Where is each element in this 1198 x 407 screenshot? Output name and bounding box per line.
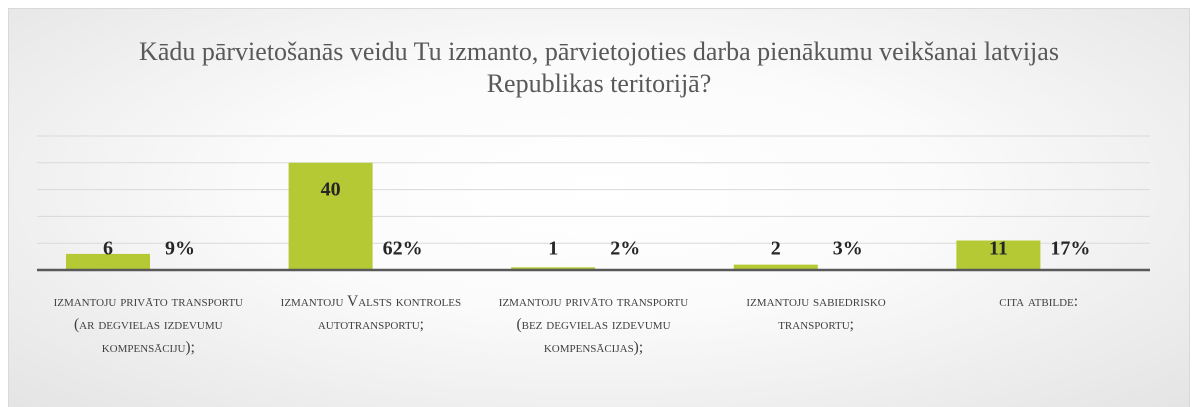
bar [511,267,596,270]
data-label: 3% [833,238,863,260]
bar [288,162,373,270]
x-tick-label: izmantoju sabiedrisko transportu; [746,293,886,333]
bar [66,253,150,270]
data-label: 11 [989,238,1008,260]
chart-title: Kādu pārvietošanās veidu Tu izmanto, pār… [139,37,1059,98]
data-label: 9% [165,238,195,260]
data-label: 2 [771,238,781,260]
x-tick-label: izmantoju privāto transportu (ar degviel… [53,293,243,356]
data-label: 1 [548,238,558,260]
bar [733,264,818,270]
data-label: 62% [383,238,423,260]
bar [956,240,1041,270]
data-label: 40 [321,178,341,200]
data-label: 2% [610,238,640,260]
x-tick-label: cita atbilde: [999,293,1079,310]
chart-area [8,8,1190,407]
x-tick-label: izmantoju Valsts kontroles autotransport… [280,293,462,333]
data-label: 17% [1050,238,1090,260]
data-label: 6 [103,238,113,260]
x-tick-label: izmantoju privāto transportu (bez degvie… [498,293,689,356]
